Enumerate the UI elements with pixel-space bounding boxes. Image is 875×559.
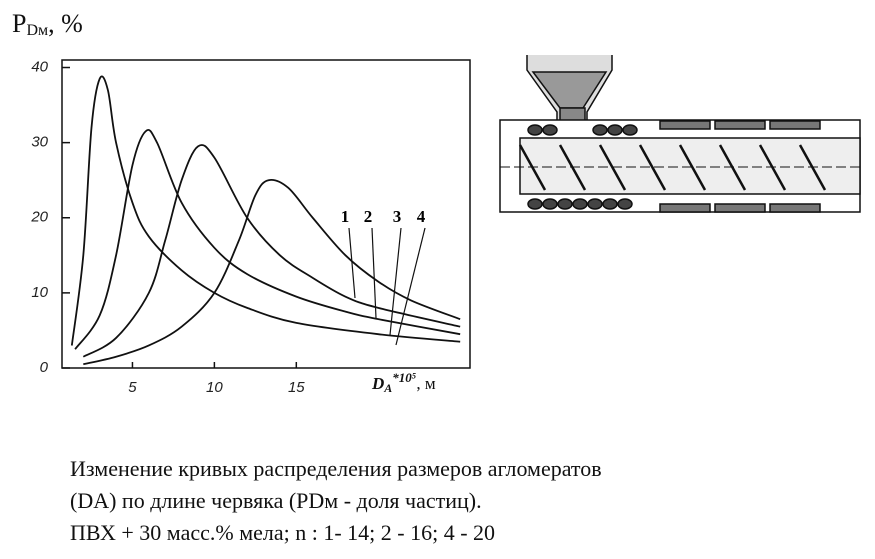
y-tick-label: 40 [31, 58, 48, 75]
curve-label: 2 [364, 207, 373, 226]
y-tick-label: 30 [31, 134, 48, 151]
curve-label: 1 [341, 207, 350, 226]
y-tick-label: 10 [31, 284, 48, 301]
x-label-unit: , м [416, 374, 436, 393]
leader-line [395, 227, 426, 346]
x-tick-label: 15 [288, 379, 305, 396]
x-label-sub: A [383, 381, 392, 395]
y-tick-label: 20 [30, 209, 48, 226]
leader-line [371, 227, 377, 319]
y-tick-label: 0 [40, 359, 49, 376]
x-label-power: *10⁵ [392, 370, 417, 385]
caption-line: Изменение кривых распределения размеров … [70, 456, 602, 481]
extruder-diagram [499, 55, 861, 213]
x-tick-label: 5 [128, 379, 137, 396]
curve-label: 4 [417, 207, 426, 226]
curve [70, 75, 461, 346]
y-label-main: P [12, 9, 26, 38]
caption-line: ПВХ + 30 масс.% мела; n : 1- 14; 2 - 16;… [70, 520, 495, 545]
leader-line [389, 227, 402, 336]
caption-line: (DA) по длине червяка (PDм - доля частиц… [70, 488, 482, 513]
curve [74, 128, 461, 350]
y-label-rest: , % [48, 9, 83, 38]
leader-line [348, 227, 356, 299]
x-axis-label: DA*10⁵, м [371, 370, 436, 395]
curve [83, 179, 461, 366]
y-label-sub: Dм [26, 22, 48, 39]
y-axis-label: PDм, % [12, 9, 83, 39]
x-label-main: D [371, 374, 384, 393]
curve-label: 3 [393, 207, 402, 226]
plot-frame [61, 59, 471, 369]
x-tick-label: 10 [206, 379, 223, 396]
curve [82, 144, 461, 358]
